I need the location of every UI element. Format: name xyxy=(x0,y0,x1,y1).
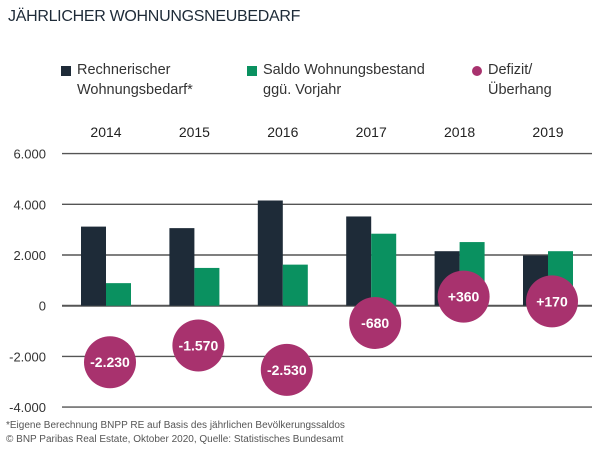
bubble-label: -2.530 xyxy=(267,362,307,378)
bubble-defizit xyxy=(526,275,578,328)
bubble-defizit xyxy=(437,270,490,323)
bar-wohnungsbedarf xyxy=(346,216,372,306)
bubble-label: -1.570 xyxy=(179,337,219,353)
bubble-label: +360 xyxy=(448,289,480,305)
legend-label: Saldo Wohnungsbestand ggü. Vorjahr xyxy=(263,62,425,98)
y-tick-label: 0 xyxy=(39,299,46,314)
bubble-label: -680 xyxy=(361,315,389,331)
bar-saldo xyxy=(371,233,397,306)
y-tick-label: -2.000 xyxy=(9,349,46,364)
bubble-label: -2.230 xyxy=(90,354,130,370)
x-tick-label: 2019 xyxy=(532,124,563,140)
legend-square-icon xyxy=(247,66,257,76)
bar-wohnungsbedarf xyxy=(81,226,106,306)
bubble-defizit xyxy=(349,296,402,349)
chart-title: JÄHRLICHER WOHNUNGSNEUBEDARF xyxy=(8,8,301,25)
y-tick-label: 4.000 xyxy=(13,197,46,212)
y-tick-label: 6.000 xyxy=(13,147,46,162)
bubble-defizit xyxy=(172,319,225,372)
legend-item-saldo: Saldo Wohnungsbestand ggü. Vorjahr xyxy=(247,60,425,100)
legend-label: Defizit/ Überhang xyxy=(488,62,552,98)
legend-square-icon xyxy=(61,66,71,76)
bar-wohnungsbedarf xyxy=(169,228,195,306)
x-tick-label: 2017 xyxy=(356,124,387,140)
x-tick-label: 2015 xyxy=(179,124,210,140)
legend-item-wohnungsbedarf: Rechnerischer Wohnungsbedarf* xyxy=(61,60,193,100)
bar-saldo xyxy=(282,264,308,306)
x-tick-label: 2014 xyxy=(90,124,121,140)
footnote-source: © BNP Paribas Real Estate, Oktober 2020,… xyxy=(6,434,344,445)
bar-saldo xyxy=(194,267,220,306)
bubble-defizit xyxy=(260,343,313,396)
x-tick-label: 2016 xyxy=(267,124,298,140)
bar-wohnungsbedarf xyxy=(257,200,283,306)
bubble-label: +170 xyxy=(536,293,568,309)
footnotes: *Eigene Berechnung BNPP RE auf Basis des… xyxy=(6,419,345,447)
y-tick-label: -4.000 xyxy=(9,400,46,415)
y-tick-label: 2.000 xyxy=(13,248,46,263)
bar-saldo xyxy=(106,283,131,306)
x-tick-label: 2018 xyxy=(444,124,475,140)
legend-item-defizit: Defizit/ Überhang xyxy=(472,60,552,100)
footnote-note: *Eigene Berechnung BNPP RE auf Basis des… xyxy=(6,420,345,431)
bubble-defizit xyxy=(84,336,136,389)
legend-circle-icon xyxy=(472,66,482,76)
legend-label: Rechnerischer Wohnungsbedarf* xyxy=(77,62,193,98)
